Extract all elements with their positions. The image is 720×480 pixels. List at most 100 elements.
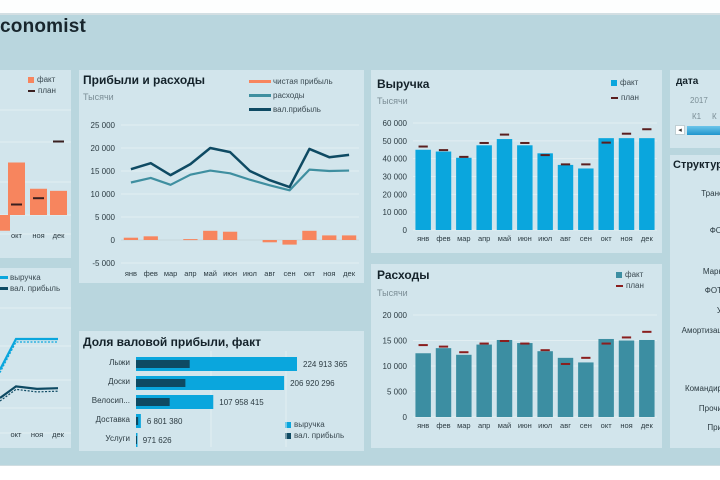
bar-fact xyxy=(0,215,10,231)
x-tick-label: апр xyxy=(184,269,196,278)
x-tick-label: июл xyxy=(538,421,552,430)
x-tick-label: авг xyxy=(560,234,571,243)
y-tick-label: 0 xyxy=(403,226,408,235)
y-tick-label: 10 000 xyxy=(383,208,408,217)
bar-fact xyxy=(537,351,553,417)
fact-swatch-icon xyxy=(28,76,34,83)
x-tick-label: ноя xyxy=(31,430,43,439)
plan-dash-icon xyxy=(616,284,623,287)
structure-item: ФОТ xyxy=(704,286,720,295)
plan-mark xyxy=(520,141,530,144)
x-tick-label: май xyxy=(498,234,512,243)
app-title: conomist xyxy=(0,16,87,37)
plan-mark xyxy=(621,336,632,339)
bar-gross-profit xyxy=(136,417,139,425)
plan-mark xyxy=(560,163,571,166)
y-tick-label: 20 000 xyxy=(91,144,116,153)
bar-fact xyxy=(8,162,25,215)
bar-fact xyxy=(598,138,614,230)
plan-mark xyxy=(33,197,44,200)
x-tick-label: окт xyxy=(601,234,613,243)
line-gross xyxy=(0,385,59,399)
plan-mark xyxy=(479,141,489,144)
plan-mark xyxy=(621,132,632,135)
x-tick-label: июн xyxy=(223,269,237,278)
x-tick-label: апр xyxy=(478,234,490,243)
y-tick-label: 60 000 xyxy=(383,119,408,128)
slicer-quarter-1[interactable]: К1 xyxy=(692,112,702,121)
structure-item: При xyxy=(707,423,720,432)
bar-fact xyxy=(456,157,472,230)
bar-fact xyxy=(476,344,492,417)
slicer-quarter-2[interactable]: К xyxy=(712,112,717,121)
y-tick-label: 15 000 xyxy=(383,337,408,346)
y-tick-label: 10 000 xyxy=(91,190,116,199)
x-tick-label: янв xyxy=(417,421,429,430)
left-bottom-panel: выручка вал. прибыль окт ноя дек xyxy=(0,268,71,448)
bar-net-profit xyxy=(262,240,277,243)
revenue-line-icon xyxy=(0,276,8,279)
bar-gross-profit xyxy=(136,360,190,368)
revenue-panel: Выручка Тысячи факт план 60 000 50 000 40 … xyxy=(371,70,662,253)
bar-net-profit xyxy=(203,230,218,240)
x-tick-label: мар xyxy=(457,421,471,430)
bar-gross-profit xyxy=(136,436,137,444)
x-tick-label: окт xyxy=(601,421,613,430)
x-tick-label: окт xyxy=(11,231,23,240)
bar-fact xyxy=(537,153,553,230)
plan-mark xyxy=(560,362,571,365)
x-tick-label: фев xyxy=(436,234,450,243)
revenue-swatch-icon xyxy=(285,421,291,428)
legend-plan: план xyxy=(28,85,56,96)
profit-expenses-panel: Прибыли и расходы Тысячи чистая прибыль … xyxy=(79,70,364,283)
profit-legend: чистая прибыль расходы вал.прибыль xyxy=(249,76,333,115)
x-tick-label: янв xyxy=(417,234,429,243)
line-gross-profit xyxy=(130,146,350,189)
revenue-title: Выручка xyxy=(377,77,430,91)
plan-mark xyxy=(642,330,652,333)
x-tick-label: дек xyxy=(641,234,654,243)
left-top-panel: факт план окт ноя дек xyxy=(0,70,71,258)
slicer-scroll-left-button[interactable]: ◂ xyxy=(675,125,685,135)
profit-chart: 25 000 20 000 15 000 10 000 5 000 0 -5 000 янв ф… xyxy=(91,121,359,278)
expenses-panel: Расходы Тысячи факт план 20 000 15 000 10 … xyxy=(371,264,662,448)
x-tick-label: июл xyxy=(243,269,257,278)
slicer-year[interactable]: 2017 xyxy=(690,96,708,105)
y-tick-label: 20 000 xyxy=(383,311,408,320)
bar-fact xyxy=(618,340,635,417)
plan-mark xyxy=(459,351,469,354)
profit-subtitle: Тысячи xyxy=(83,92,114,102)
plan-dash-icon xyxy=(611,96,618,99)
plan-mark xyxy=(53,140,64,143)
revenue-subtitle: Тысячи xyxy=(377,96,408,106)
slicer-timeline-bar[interactable] xyxy=(687,126,720,135)
bar-fact xyxy=(456,354,472,417)
expenses-title: Расходы xyxy=(377,268,430,282)
bar-fact xyxy=(598,338,614,417)
bar-fact xyxy=(639,138,655,230)
revenue-chart: 60 000 50 000 40 000 30 000 20 000 10 000 0 янв… xyxy=(383,119,657,243)
structure-item: У xyxy=(716,306,720,315)
plan-mark xyxy=(418,344,428,347)
legend-revenue-plan: план xyxy=(611,92,639,103)
x-tick-label: май xyxy=(203,269,217,278)
plan-mark xyxy=(479,342,489,345)
bar-fact xyxy=(50,190,67,215)
value-label: 971 626 xyxy=(143,436,172,445)
structure-item: Прочи xyxy=(698,404,720,413)
plan-mark xyxy=(499,133,510,136)
x-tick-label: окт xyxy=(304,269,316,278)
structure-title: Структур xyxy=(673,159,720,171)
bar-net-profit xyxy=(222,231,238,240)
bar-fact xyxy=(415,353,431,417)
legend-gross-profit: вал.прибыль xyxy=(249,104,333,115)
x-tick-label: ноя xyxy=(620,234,632,243)
bar-fact xyxy=(30,188,47,215)
plan-mark xyxy=(540,154,550,157)
x-tick-label: ноя xyxy=(32,231,44,240)
x-tick-label: сен xyxy=(580,421,592,430)
category-label: Велосип... xyxy=(92,396,130,405)
value-label: 6 801 380 xyxy=(147,417,183,426)
structure-item: Командир xyxy=(684,384,720,393)
